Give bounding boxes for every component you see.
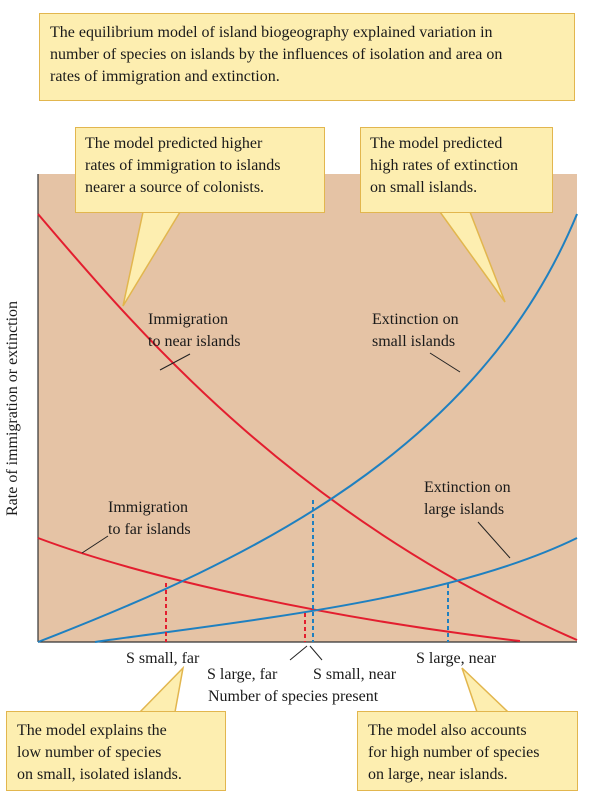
extinction-large-curve	[94, 537, 578, 643]
imm-far-label-line-1: Immigration	[108, 499, 188, 516]
top-note-line-1: The equilibrium model of island biogeogr…	[50, 24, 493, 41]
ext-small-label-line-1: Extinction on	[372, 311, 459, 328]
x-axis-label: Number of species present	[208, 688, 379, 705]
large-near-callout-line-2: for high number of species	[368, 744, 540, 761]
ext-large-label: Extinction on large islands	[424, 477, 511, 521]
s-large-far-label: S large, far	[207, 666, 278, 683]
ext-large-label-line-1: Extinction on	[424, 479, 511, 496]
top-note-line-2: number of species on islands by the infl…	[50, 46, 503, 63]
large-near-callout-line-3: on large, near islands.	[368, 766, 508, 783]
imm-near-label: Immigration to near islands	[148, 309, 240, 353]
top-note: The equilibrium model of island biogeogr…	[39, 13, 575, 101]
small-isolated-callout-line-3: on small, isolated islands.	[17, 766, 182, 783]
imm-far-label: Immigration to far islands	[108, 497, 191, 541]
small-isolated-callout: The model explains the low number of spe…	[6, 711, 226, 791]
immigration-callout-line-3: nearer a source of colonists.	[85, 179, 265, 196]
s-large-near-label: S large, near	[416, 650, 497, 667]
small-isolated-callout-line-2: low number of species	[17, 744, 162, 761]
plot-area	[38, 174, 577, 642]
ext-small-label-line-2: small islands	[372, 333, 456, 350]
immigration-callout-line-2: rates of immigration to islands	[85, 157, 281, 174]
ext-large-label-line-2: large islands	[424, 501, 505, 518]
ext-small-leader	[429, 352, 461, 373]
y-axis-label: Rate of immigration or extinction	[4, 300, 21, 516]
immigration-callout: The model predicted higher rates of immi…	[75, 127, 325, 213]
extinction-callout-line-2: high rates of extinction	[370, 157, 518, 174]
top-note-line-3: rates of immigration and extinction.	[50, 68, 280, 85]
small-isolated-callout-pointer	[138, 665, 185, 713]
ext-small-label: Extinction on small islands	[372, 309, 459, 353]
extinction-callout-line-1: The model predicted	[370, 135, 503, 152]
small-isolated-callout-line-1: The model explains the	[17, 722, 167, 739]
immigration-callout-line-1: The model predicted higher	[85, 135, 263, 152]
imm-near-label-line-2: to near islands	[148, 333, 241, 350]
immigration-far-curve	[37, 537, 521, 642]
imm-near-label-line-1: Immigration	[148, 311, 228, 328]
s-large-far-tick	[289, 645, 308, 661]
extinction-callout-line-3: on small islands.	[370, 179, 478, 196]
extinction-small-curve	[37, 213, 578, 643]
large-near-callout-line-1: The model also accounts	[368, 722, 527, 739]
imm-far-label-line-2: to far islands	[108, 521, 191, 538]
large-near-callout: The model also accounts for high number …	[357, 711, 578, 791]
immigration-near-curve	[37, 213, 578, 641]
s-small-far-label: S small, far	[126, 650, 200, 667]
imm-near-leader	[159, 353, 191, 371]
large-near-callout-pointer	[461, 667, 510, 713]
ext-large-leader	[477, 521, 511, 559]
imm-far-leader	[81, 535, 109, 554]
extinction-callout: The model predicted high rates of extinc…	[360, 127, 553, 213]
s-small-near-label: S small, near	[313, 666, 397, 683]
s-small-near-tick	[309, 645, 323, 661]
